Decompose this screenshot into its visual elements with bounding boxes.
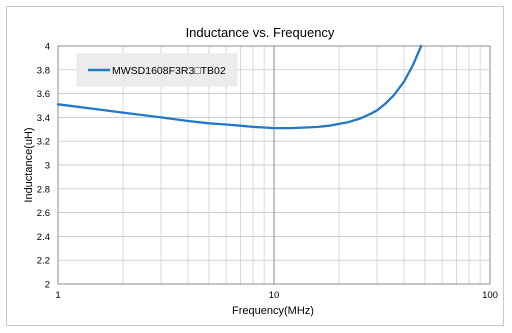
legend: MWSD1608F3R3□TB02 xyxy=(76,53,238,87)
y-axis: 2 2.2 2.4 2.6 2.8 3 3.2 3.4 3.6 3.8 4 xyxy=(37,42,50,291)
y-tick-label: 3.2 xyxy=(37,137,50,148)
x-axis-title: Frequency(MHz) xyxy=(232,305,314,317)
y-tick-label: 3 xyxy=(45,161,50,172)
y-tick-label: 2.4 xyxy=(37,232,50,243)
x-tick-label: 10 xyxy=(269,290,280,301)
y-tick-label: 3.8 xyxy=(37,65,50,76)
y-tick-label: 3.6 xyxy=(37,89,50,100)
x-tick-label: 1 xyxy=(55,290,60,301)
x-tick-label: 100 xyxy=(482,290,498,301)
y-tick-label: 2.8 xyxy=(37,184,50,195)
y-tick-label: 3.4 xyxy=(37,113,50,124)
y-tick-label: 4 xyxy=(45,42,50,53)
series-line xyxy=(56,44,423,130)
legend-label: MWSD1608F3R3□TB02 xyxy=(112,65,226,77)
x-axis: 1 10 100 xyxy=(55,290,498,301)
y-axis-title: Inductance(uH) xyxy=(23,127,35,202)
y-tick-label: 2.6 xyxy=(37,208,50,219)
chart-title: Inductance vs. Frequency xyxy=(186,25,335,40)
plot-border xyxy=(57,45,491,285)
y-tick-label: 2 xyxy=(45,280,50,291)
series-layer xyxy=(56,44,423,130)
y-tick-label: 2.2 xyxy=(37,256,50,267)
